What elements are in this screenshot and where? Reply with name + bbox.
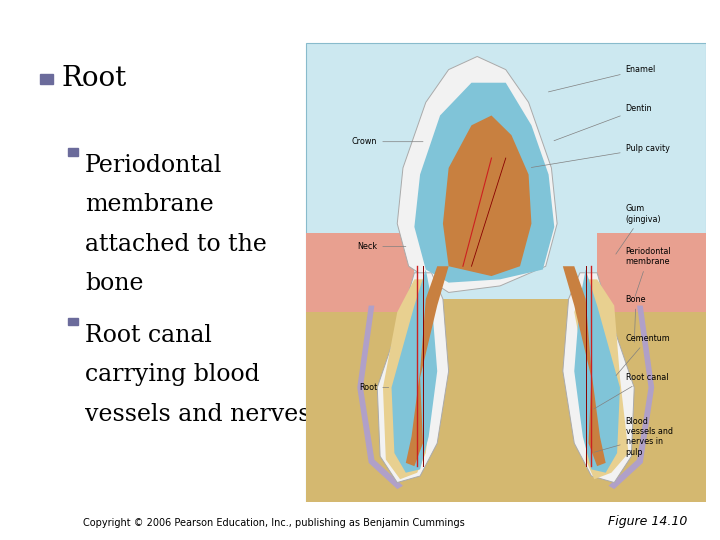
Text: Root: Root — [61, 65, 127, 92]
Text: Root canal: Root canal — [85, 324, 212, 347]
Text: Pulp cavity: Pulp cavity — [531, 144, 670, 167]
Text: Root canal: Root canal — [594, 373, 668, 409]
Text: carrying blood: carrying blood — [85, 363, 260, 387]
Text: Bone: Bone — [626, 294, 646, 342]
Polygon shape — [563, 273, 634, 483]
Polygon shape — [306, 299, 706, 502]
Text: Cementum: Cementum — [616, 334, 670, 375]
Bar — [68, 318, 78, 325]
Text: Periodontal: Periodontal — [85, 154, 222, 177]
Polygon shape — [406, 266, 449, 466]
Text: Dentin: Dentin — [554, 104, 652, 141]
Text: Blood
vessels and
nerves in
pulp: Blood vessels and nerves in pulp — [594, 416, 672, 457]
Polygon shape — [563, 266, 606, 466]
Polygon shape — [575, 269, 620, 472]
Polygon shape — [383, 279, 434, 480]
Polygon shape — [377, 273, 449, 483]
Text: Copyright © 2006 Pearson Education, Inc., publishing as Benjamin Cummings: Copyright © 2006 Pearson Education, Inc.… — [83, 518, 464, 528]
Bar — [40, 74, 53, 84]
Text: Periodontal
membrane: Periodontal membrane — [626, 247, 671, 296]
Polygon shape — [575, 279, 629, 480]
Text: attached to the: attached to the — [85, 233, 267, 256]
Polygon shape — [608, 306, 654, 489]
Text: vessels and nerves: vessels and nerves — [85, 403, 310, 426]
Text: membrane: membrane — [85, 193, 214, 217]
Polygon shape — [443, 116, 531, 276]
Text: Figure 14.10: Figure 14.10 — [608, 515, 688, 528]
Text: Root: Root — [359, 383, 389, 392]
Text: Neck: Neck — [357, 242, 406, 251]
Polygon shape — [597, 233, 706, 312]
Polygon shape — [357, 306, 403, 489]
Polygon shape — [397, 57, 557, 293]
Polygon shape — [415, 83, 554, 282]
Polygon shape — [306, 233, 415, 312]
Polygon shape — [392, 269, 437, 472]
Bar — [68, 148, 78, 156]
Text: Gum
(gingiva): Gum (gingiva) — [616, 204, 661, 254]
Text: Enamel: Enamel — [549, 65, 656, 92]
Text: bone: bone — [85, 272, 143, 295]
Text: Crown: Crown — [352, 137, 423, 146]
